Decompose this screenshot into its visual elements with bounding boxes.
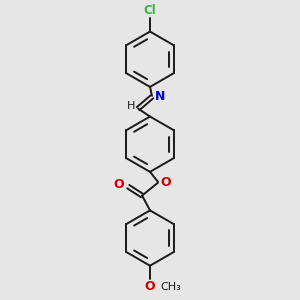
Text: CH₃: CH₃	[161, 282, 182, 292]
Text: O: O	[145, 280, 155, 292]
Text: H: H	[127, 101, 135, 111]
Text: Cl: Cl	[144, 4, 156, 17]
Text: N: N	[155, 90, 165, 103]
Text: O: O	[114, 178, 124, 191]
Text: O: O	[160, 176, 170, 189]
